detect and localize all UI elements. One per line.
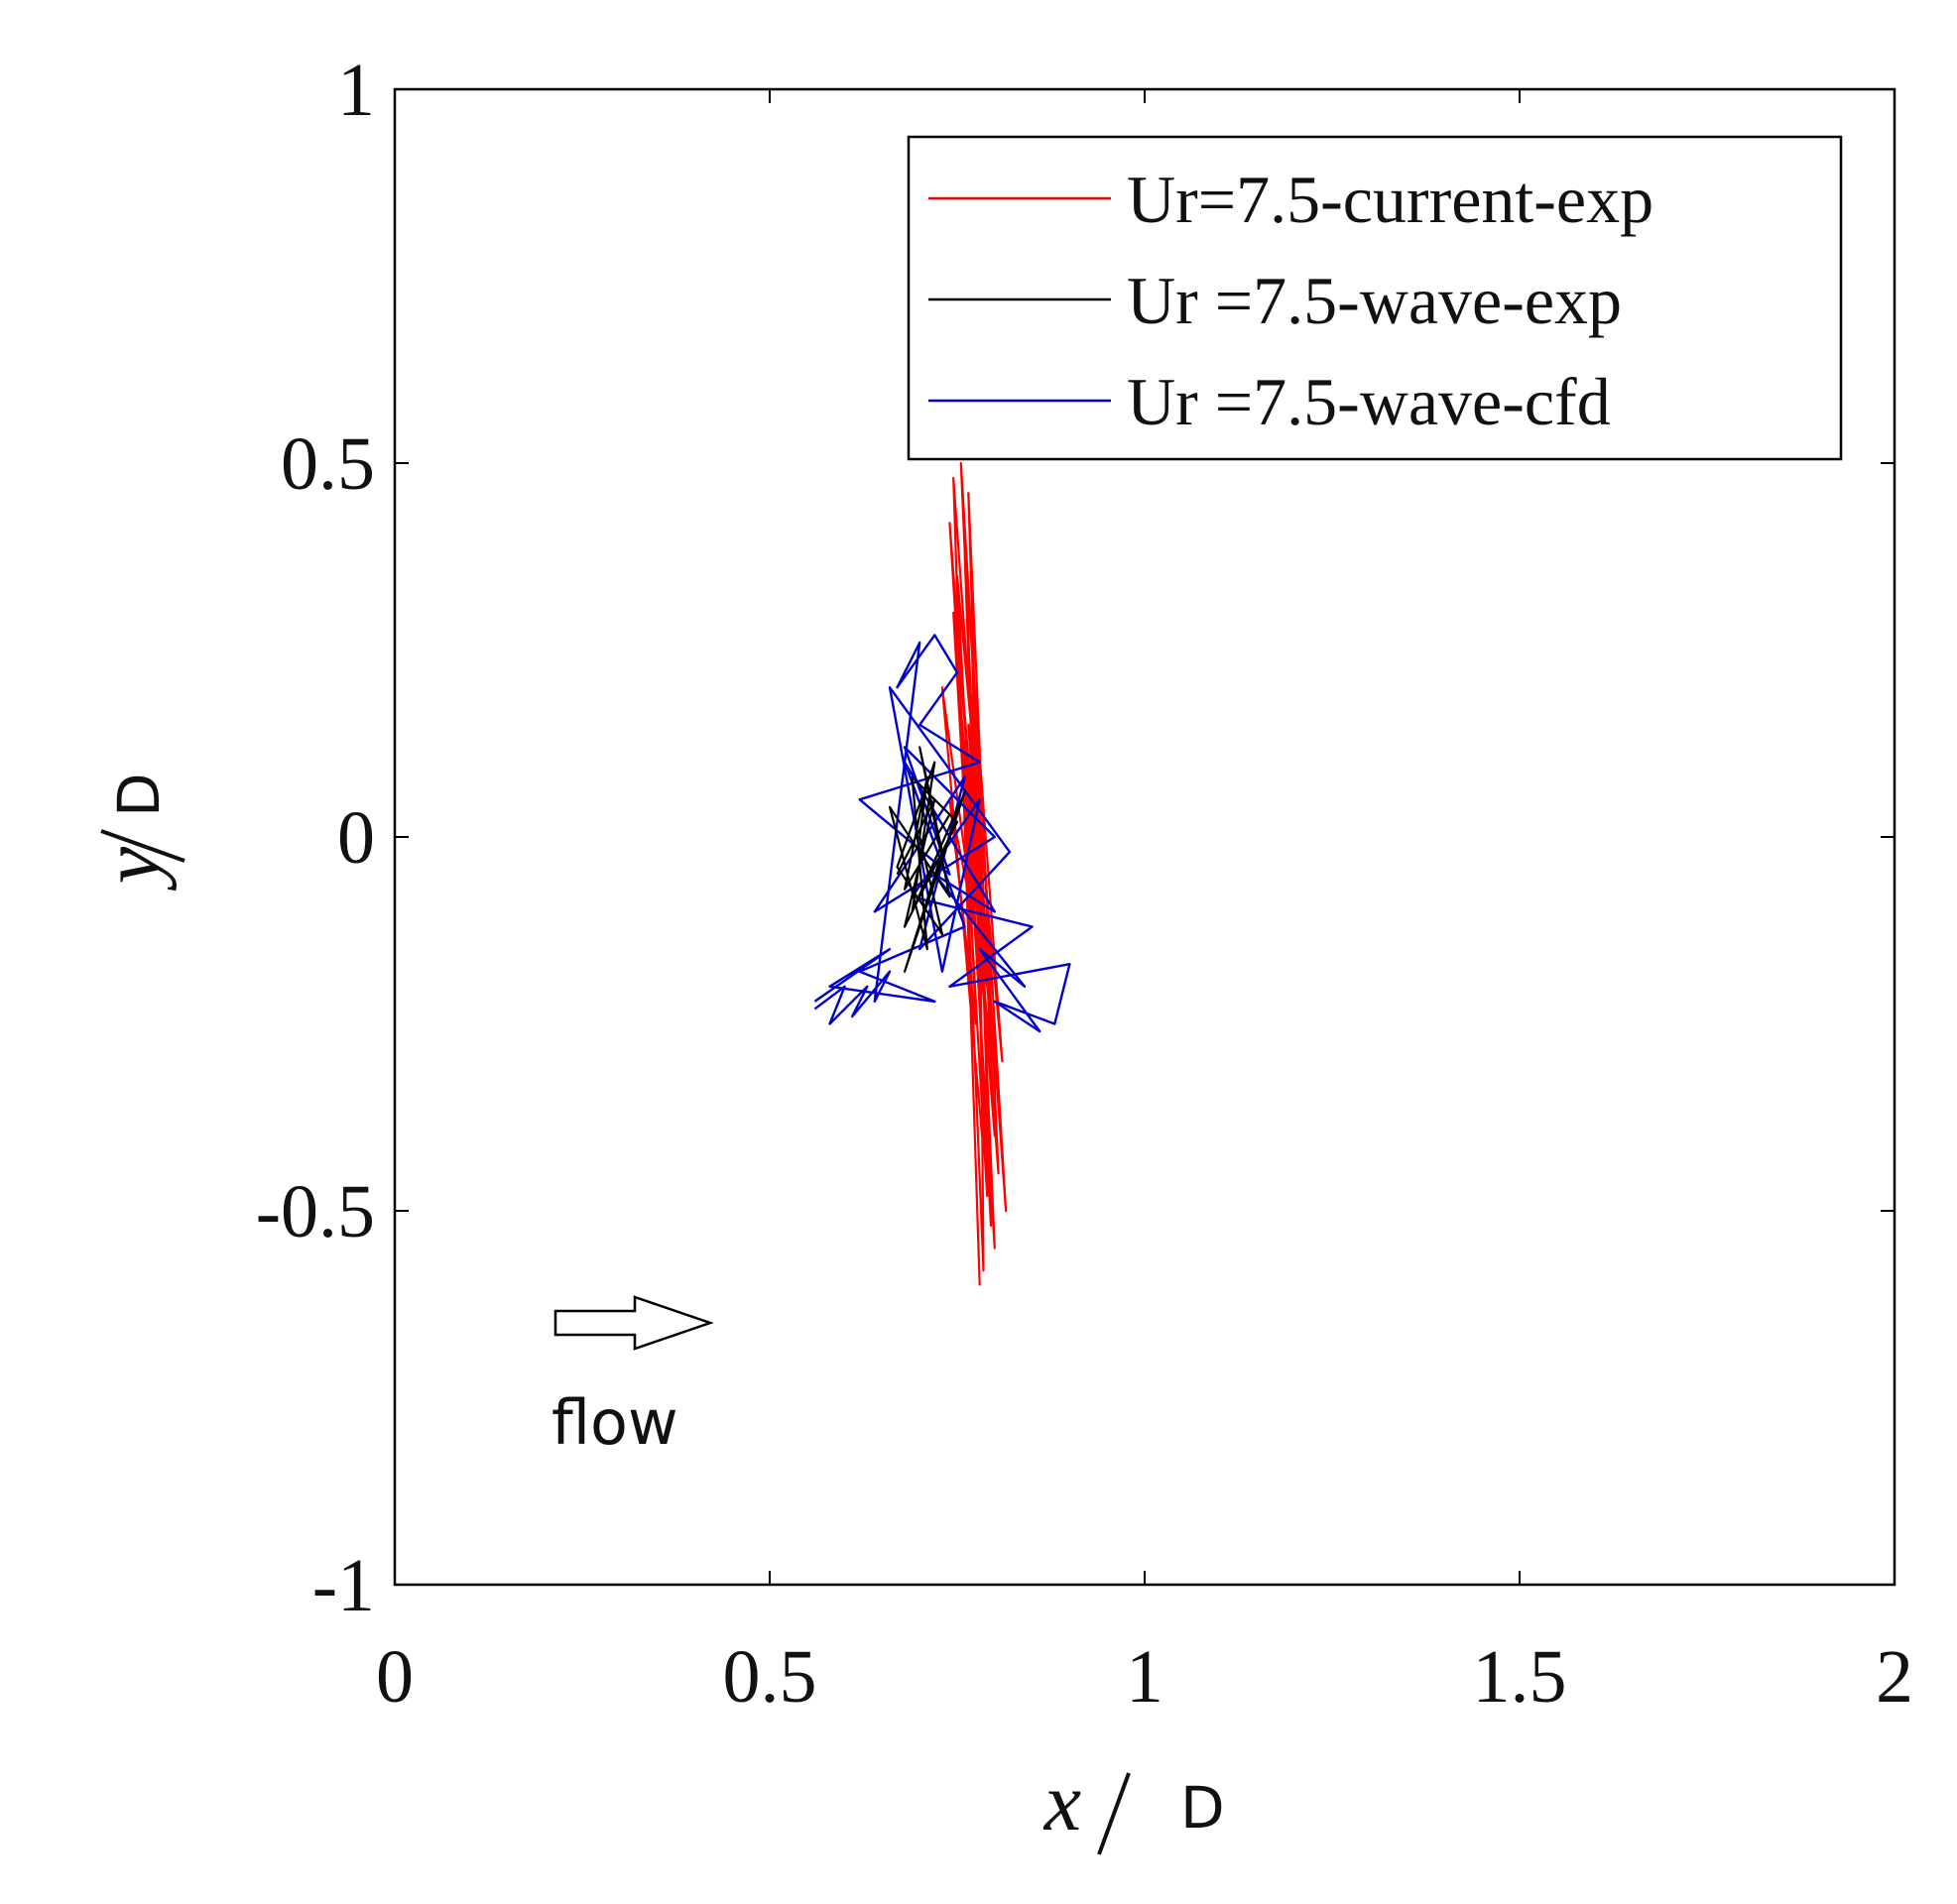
series-group [813,461,1071,1286]
x-tick-label: 2 [1876,1635,1913,1719]
x-axis-slash [1097,1772,1131,1855]
x-axis-label: x D [1042,1756,1225,1855]
y-tick-label: 0.5 [281,422,375,506]
flow-label: flow [551,1386,678,1459]
tick-marks [394,88,1896,1586]
legend-label-current-exp: Ur=7.5-current-exp [1127,162,1653,237]
x-axis-unit: D [1180,1774,1225,1842]
y-axis-unit: D [105,773,173,817]
y-tick-labels: -1 -0.5 0 0.5 1 [256,49,375,1627]
y-tick-label: -0.5 [256,1170,375,1253]
x-tick-label: 1.5 [1473,1635,1567,1719]
flow-arrow [553,1295,714,1351]
y-tick-label: 1 [337,49,375,132]
x-tick-labels: 0 0.5 1 1.5 2 [376,1635,1913,1719]
x-tick-label: 1 [1126,1635,1163,1719]
x-axis-variable: x [1042,1756,1081,1848]
series-line-1 [888,746,966,973]
legend-label-wave-exp: Ur =7.5-wave-exp [1127,263,1622,338]
x-tick-label: 0 [376,1635,414,1719]
y-tick-label: 0 [337,796,375,880]
legend-box [907,135,1843,461]
series-line-0 [940,461,1008,1286]
series-line-2 [813,634,1071,1033]
y-axis-slash [100,829,185,863]
y-tick-label: -1 [312,1544,375,1627]
legend: Ur=7.5-current-exp Ur =7.5-wave-exp Ur =… [907,135,1843,461]
legend-label-wave-cfd: Ur =7.5-wave-cfd [1127,364,1611,439]
y-axis-label: y D [85,773,185,892]
x-tick-label: 0.5 [723,1635,817,1719]
flow-annotation: flow [551,1295,714,1459]
